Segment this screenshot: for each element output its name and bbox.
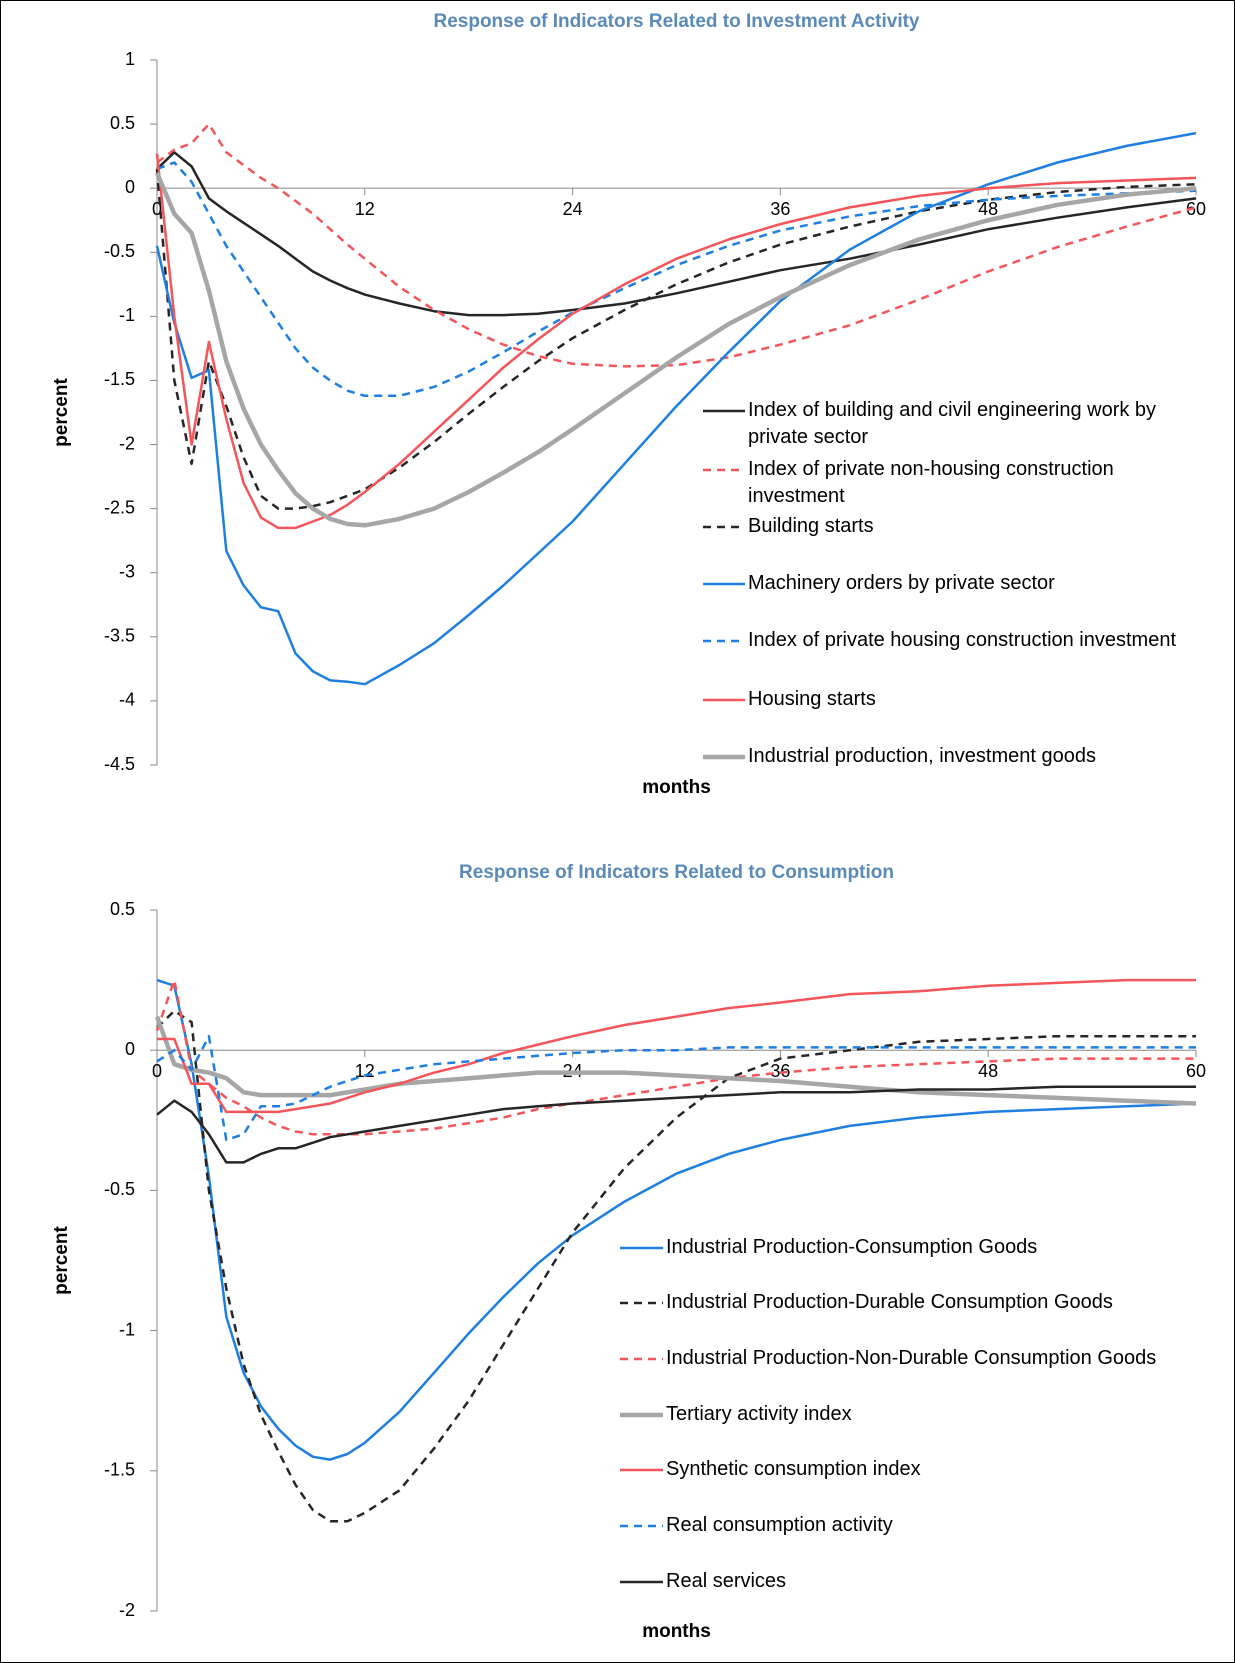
series-line (154, 171, 1197, 528)
x-tick-label: 60 (1186, 199, 1206, 219)
series-line (155, 168, 1197, 510)
x-axis-title: months (642, 1621, 711, 1642)
y-tick-label: -1 (119, 1319, 135, 1339)
y-tick-label: -1.5 (104, 369, 135, 389)
legend-label: Index of building and civil engineering … (748, 399, 1157, 448)
y-axis-title: percent (51, 1226, 72, 1295)
legend-entry: Index of private housing construction in… (748, 629, 1177, 651)
legend-entry: Industrial production, investment goods (748, 745, 1096, 767)
y-tick-label: 0 (125, 177, 135, 197)
series-line (155, 153, 1197, 530)
y-tick-label: 0 (125, 1039, 135, 1059)
legend-entry: Industrial Production-Non-Durable Consum… (666, 1347, 1157, 1369)
y-tick-label: -3 (119, 561, 135, 581)
legend-entry: Index of building and civil engineering … (748, 399, 1157, 448)
legend-label: Industrial production, investment goods (748, 745, 1096, 767)
legend-label: Real consumption activity (666, 1514, 893, 1536)
legend-label: Industrial Production-Durable Consumptio… (666, 1291, 1113, 1313)
legend-entry: Real services (666, 1570, 787, 1592)
x-tick-label: 12 (355, 199, 375, 219)
legend-entry: Tertiary activity index (666, 1403, 852, 1425)
legend-label: Industrial Production-Non-Durable Consum… (666, 1347, 1157, 1369)
series-line (155, 978, 1196, 1136)
series-line (154, 1015, 1197, 1106)
legend-label: Tertiary activity index (666, 1403, 852, 1425)
legend-entry: Index of private non-housing constructio… (748, 458, 1114, 507)
chart-title: Response of Indicators Related to Invest… (433, 11, 919, 32)
y-tick-label: -3.5 (104, 626, 135, 646)
y-tick-label: 0.5 (110, 899, 135, 919)
legend-entry: Housing starts (748, 688, 876, 710)
series-line (156, 1085, 1196, 1164)
legend-label: Synthetic consumption index (666, 1458, 921, 1480)
x-tick-label: 36 (770, 199, 790, 219)
x-tick-label: 0 (152, 199, 162, 219)
series-line (156, 1034, 1196, 1142)
series-line (156, 978, 1197, 1461)
y-tick-label: -1.5 (104, 1460, 135, 1480)
x-tick-label: 60 (1186, 1061, 1206, 1081)
y-tick-label: 1 (125, 49, 135, 69)
y-tick-label: -4 (119, 690, 135, 710)
y-tick-label: -2.5 (104, 497, 135, 517)
series-line (155, 131, 1197, 686)
legend-entry: Industrial Production-Durable Consumptio… (666, 1291, 1113, 1313)
legend-entry: Machinery orders by private sector (748, 572, 1055, 594)
y-tick-label: 0.5 (110, 113, 135, 133)
legend-entry: Industrial Production-Consumption Goods (666, 1236, 1038, 1258)
x-tick-label: 24 (563, 199, 583, 219)
legend-label: Real services (666, 1570, 787, 1592)
x-axis-title: months (642, 777, 711, 798)
series-line (157, 978, 1196, 1114)
legend-label: Housing starts (748, 688, 876, 710)
series-line (156, 161, 1197, 398)
legend-label: Index of private housing construction in… (748, 629, 1177, 651)
legend-entry: Synthetic consumption index (666, 1458, 921, 1480)
y-tick-label: -1 (119, 305, 135, 325)
x-tick-label: 0 (152, 1061, 162, 1081)
legend-label: Industrial Production-Consumption Goods (666, 1236, 1038, 1258)
y-tick-label: -0.5 (104, 1179, 135, 1199)
legend-label: Index of private non-housing constructio… (748, 458, 1114, 507)
x-tick-label: 48 (978, 1061, 998, 1081)
legend-entry: Building starts (748, 515, 874, 537)
legend-label: Machinery orders by private sector (748, 572, 1055, 594)
y-tick-label: -2 (119, 433, 135, 453)
series-line (156, 151, 1197, 317)
legend-label: Building starts (748, 515, 874, 537)
y-tick-label: -4.5 (104, 754, 135, 774)
x-tick-label: 36 (770, 1061, 790, 1081)
chart-title: Response of Indicators Related to Consum… (459, 862, 894, 883)
y-tick-label: -2 (119, 1600, 135, 1620)
series-line (156, 122, 1197, 368)
x-tick-label: 12 (355, 1061, 375, 1081)
x-tick-label: 48 (978, 199, 998, 219)
y-axis-title: percent (51, 378, 72, 447)
y-tick-label: -0.5 (104, 241, 135, 261)
legend-entry: Real consumption activity (666, 1514, 893, 1536)
